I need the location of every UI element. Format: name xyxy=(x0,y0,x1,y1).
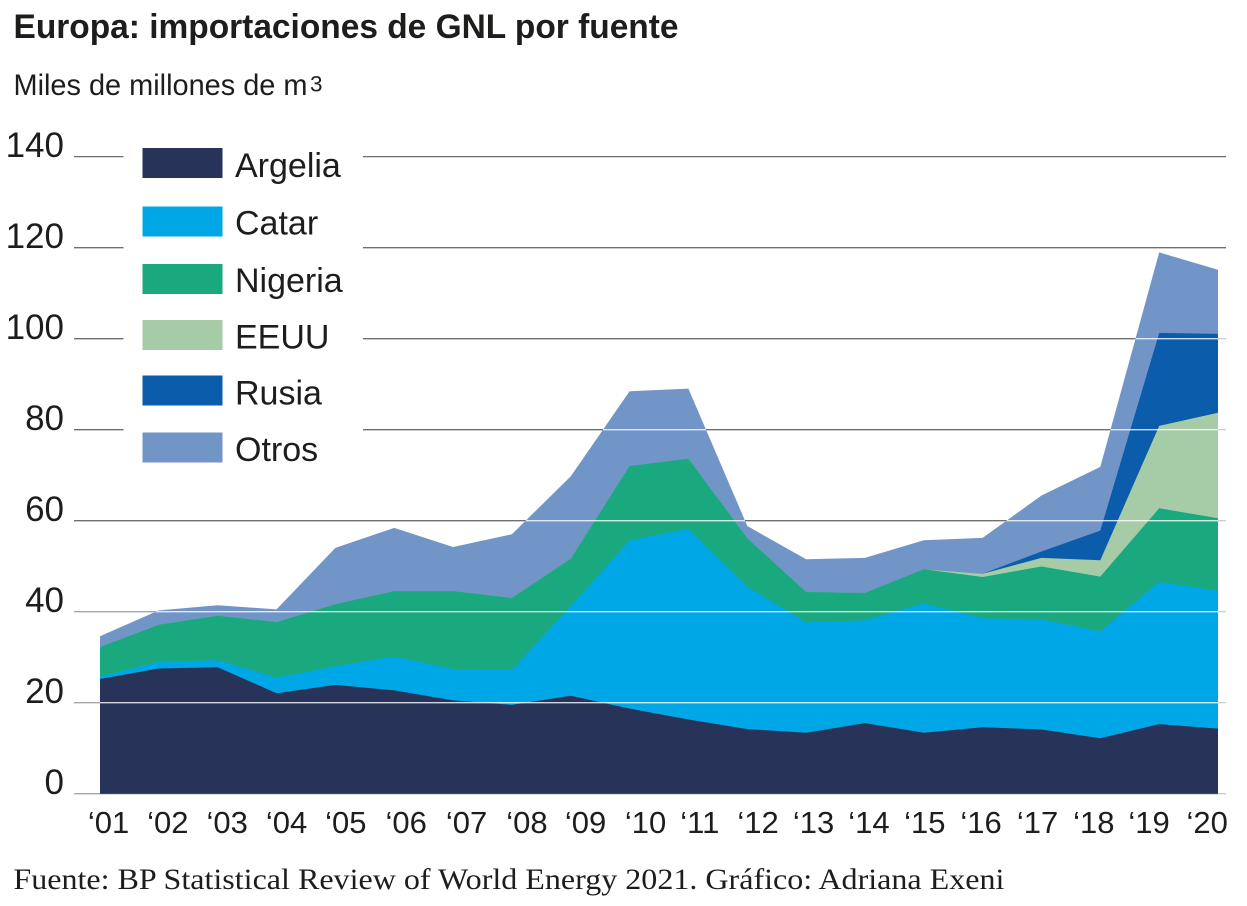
svg-text:Catar: Catar xyxy=(235,205,318,243)
svg-text:3: 3 xyxy=(310,71,323,96)
svg-text:‘01: ‘01 xyxy=(88,805,129,840)
svg-text:Europa: importaciones de GNL p: Europa: importaciones de GNL por fuente xyxy=(14,8,679,46)
svg-text:80: 80 xyxy=(25,399,64,438)
svg-text:40: 40 xyxy=(25,581,64,620)
svg-text:‘19: ‘19 xyxy=(1128,805,1169,840)
svg-text:20: 20 xyxy=(25,672,64,711)
svg-text:‘03: ‘03 xyxy=(207,805,248,840)
svg-text:‘10: ‘10 xyxy=(625,805,666,840)
svg-text:Fuente: BP Statistical Review: Fuente: BP Statistical Review of World E… xyxy=(13,863,1004,896)
svg-text:‘15: ‘15 xyxy=(904,805,945,840)
svg-text:‘17: ‘17 xyxy=(1017,805,1058,840)
svg-text:‘04: ‘04 xyxy=(266,805,307,840)
svg-text:‘11: ‘11 xyxy=(680,805,719,840)
svg-text:‘12: ‘12 xyxy=(737,805,778,840)
svg-text:‘18: ‘18 xyxy=(1073,805,1114,840)
svg-text:Argelia: Argelia xyxy=(235,147,341,185)
svg-text:120: 120 xyxy=(6,217,64,256)
svg-text:100: 100 xyxy=(6,308,64,347)
svg-text:‘07: ‘07 xyxy=(446,805,487,840)
svg-text:‘06: ‘06 xyxy=(386,805,427,840)
svg-text:‘16: ‘16 xyxy=(960,805,1001,840)
svg-text:Nigeria: Nigeria xyxy=(235,262,343,300)
svg-text:‘08: ‘08 xyxy=(506,805,547,840)
svg-text:140: 140 xyxy=(6,126,64,165)
svg-text:‘09: ‘09 xyxy=(565,805,606,840)
svg-text:60: 60 xyxy=(25,490,64,529)
svg-text:‘02: ‘02 xyxy=(147,805,188,840)
svg-text:‘13: ‘13 xyxy=(793,805,834,840)
svg-text:‘14: ‘14 xyxy=(848,805,889,840)
svg-text:Miles de millones de m: Miles de millones de m xyxy=(14,69,308,102)
svg-text:0: 0 xyxy=(45,763,64,802)
svg-text:Otros: Otros xyxy=(235,431,318,469)
svg-text:‘05: ‘05 xyxy=(325,805,366,840)
svg-text:‘20: ‘20 xyxy=(1187,805,1228,840)
svg-text:Rusia: Rusia xyxy=(235,375,322,413)
svg-text:EEUU: EEUU xyxy=(235,319,329,357)
